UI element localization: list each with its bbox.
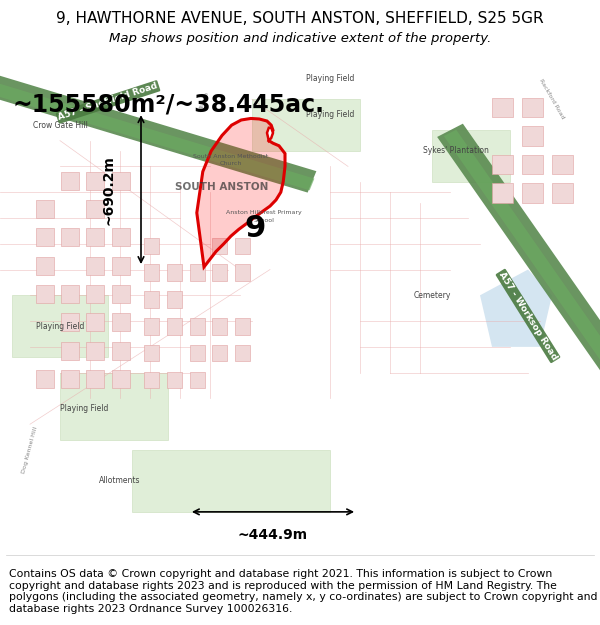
Text: ~690.2m: ~690.2m xyxy=(101,154,115,224)
Bar xyxy=(492,183,513,203)
Bar xyxy=(112,228,130,246)
Polygon shape xyxy=(60,372,168,440)
Bar xyxy=(86,313,104,331)
Text: Map shows position and indicative extent of the property.: Map shows position and indicative extent… xyxy=(109,32,491,45)
Bar xyxy=(61,228,79,246)
Bar xyxy=(492,98,513,118)
Bar xyxy=(522,154,543,174)
Text: Playing Field: Playing Field xyxy=(306,111,354,119)
Bar xyxy=(61,370,79,388)
Bar xyxy=(144,291,159,308)
Text: SOUTH ANSTON: SOUTH ANSTON xyxy=(175,182,269,192)
Bar xyxy=(86,257,104,275)
Bar xyxy=(86,370,104,388)
Bar xyxy=(144,318,159,334)
Bar xyxy=(86,285,104,303)
PathPatch shape xyxy=(0,76,314,190)
Polygon shape xyxy=(132,450,330,512)
Text: Playing Field: Playing Field xyxy=(60,404,108,413)
Polygon shape xyxy=(432,130,510,182)
Polygon shape xyxy=(480,269,552,347)
Text: Playing Field: Playing Field xyxy=(306,74,354,83)
Text: 9: 9 xyxy=(244,214,266,243)
Bar xyxy=(522,183,543,203)
Bar xyxy=(112,285,130,303)
Text: ~444.9m: ~444.9m xyxy=(238,528,308,542)
Bar xyxy=(235,264,250,281)
Text: Dog Kennel Hill: Dog Kennel Hill xyxy=(22,426,38,474)
Bar xyxy=(36,200,54,218)
Bar xyxy=(167,264,182,281)
Bar xyxy=(190,372,205,388)
Bar xyxy=(212,318,227,334)
Bar xyxy=(212,345,227,361)
Bar xyxy=(552,183,573,203)
Polygon shape xyxy=(252,99,360,151)
Text: Rackford Road: Rackford Road xyxy=(538,78,566,121)
Text: Crow Gate Hill: Crow Gate Hill xyxy=(32,121,88,129)
Bar xyxy=(522,126,543,146)
Text: Allotments: Allotments xyxy=(99,476,141,486)
Text: Contains OS data © Crown copyright and database right 2021. This information is : Contains OS data © Crown copyright and d… xyxy=(9,569,598,614)
Text: Sykes' Plantation: Sykes' Plantation xyxy=(423,146,489,156)
Bar xyxy=(190,345,205,361)
Bar xyxy=(167,318,182,334)
Text: Anston Hillcrest Primary: Anston Hillcrest Primary xyxy=(226,210,302,215)
Bar xyxy=(235,238,250,254)
Text: South Anston Methodist: South Anston Methodist xyxy=(193,154,269,159)
PathPatch shape xyxy=(437,124,600,395)
Text: Playing Field: Playing Field xyxy=(36,322,84,331)
Bar xyxy=(144,372,159,388)
PathPatch shape xyxy=(0,68,316,192)
Bar xyxy=(167,372,182,388)
Bar xyxy=(86,228,104,246)
Bar xyxy=(36,370,54,388)
Bar xyxy=(144,264,159,281)
Text: A57 - Sheffield Road: A57 - Sheffield Road xyxy=(57,82,159,122)
Bar xyxy=(86,200,104,218)
Text: Millran: Millran xyxy=(198,91,210,112)
Bar xyxy=(190,264,205,281)
Text: Cemetery: Cemetery xyxy=(413,291,451,300)
Polygon shape xyxy=(197,119,285,267)
Text: School: School xyxy=(254,218,274,223)
Bar xyxy=(492,154,513,174)
Bar xyxy=(212,264,227,281)
Bar xyxy=(144,345,159,361)
Bar xyxy=(112,171,130,189)
Bar xyxy=(61,313,79,331)
Bar xyxy=(86,342,104,360)
Bar xyxy=(235,345,250,361)
Text: A57 - Worksop Road: A57 - Worksop Road xyxy=(497,270,559,362)
Bar xyxy=(36,257,54,275)
Bar xyxy=(86,171,104,189)
PathPatch shape xyxy=(444,130,600,394)
Bar xyxy=(144,238,159,254)
Bar xyxy=(61,285,79,303)
Bar xyxy=(522,98,543,118)
Bar xyxy=(112,342,130,360)
Polygon shape xyxy=(12,295,108,357)
Bar xyxy=(61,171,79,189)
Bar xyxy=(235,318,250,334)
Text: Church: Church xyxy=(220,161,242,166)
Text: ~155580m²/~38.445ac.: ~155580m²/~38.445ac. xyxy=(12,92,324,116)
Bar xyxy=(212,238,227,254)
Polygon shape xyxy=(267,127,273,141)
Bar xyxy=(552,154,573,174)
Bar xyxy=(190,318,205,334)
Bar xyxy=(112,257,130,275)
Bar xyxy=(112,313,130,331)
Bar xyxy=(167,291,182,308)
Bar xyxy=(112,370,130,388)
Bar xyxy=(36,228,54,246)
Text: 9, HAWTHORNE AVENUE, SOUTH ANSTON, SHEFFIELD, S25 5GR: 9, HAWTHORNE AVENUE, SOUTH ANSTON, SHEFF… xyxy=(56,11,544,26)
Bar xyxy=(36,285,54,303)
Bar xyxy=(61,342,79,360)
